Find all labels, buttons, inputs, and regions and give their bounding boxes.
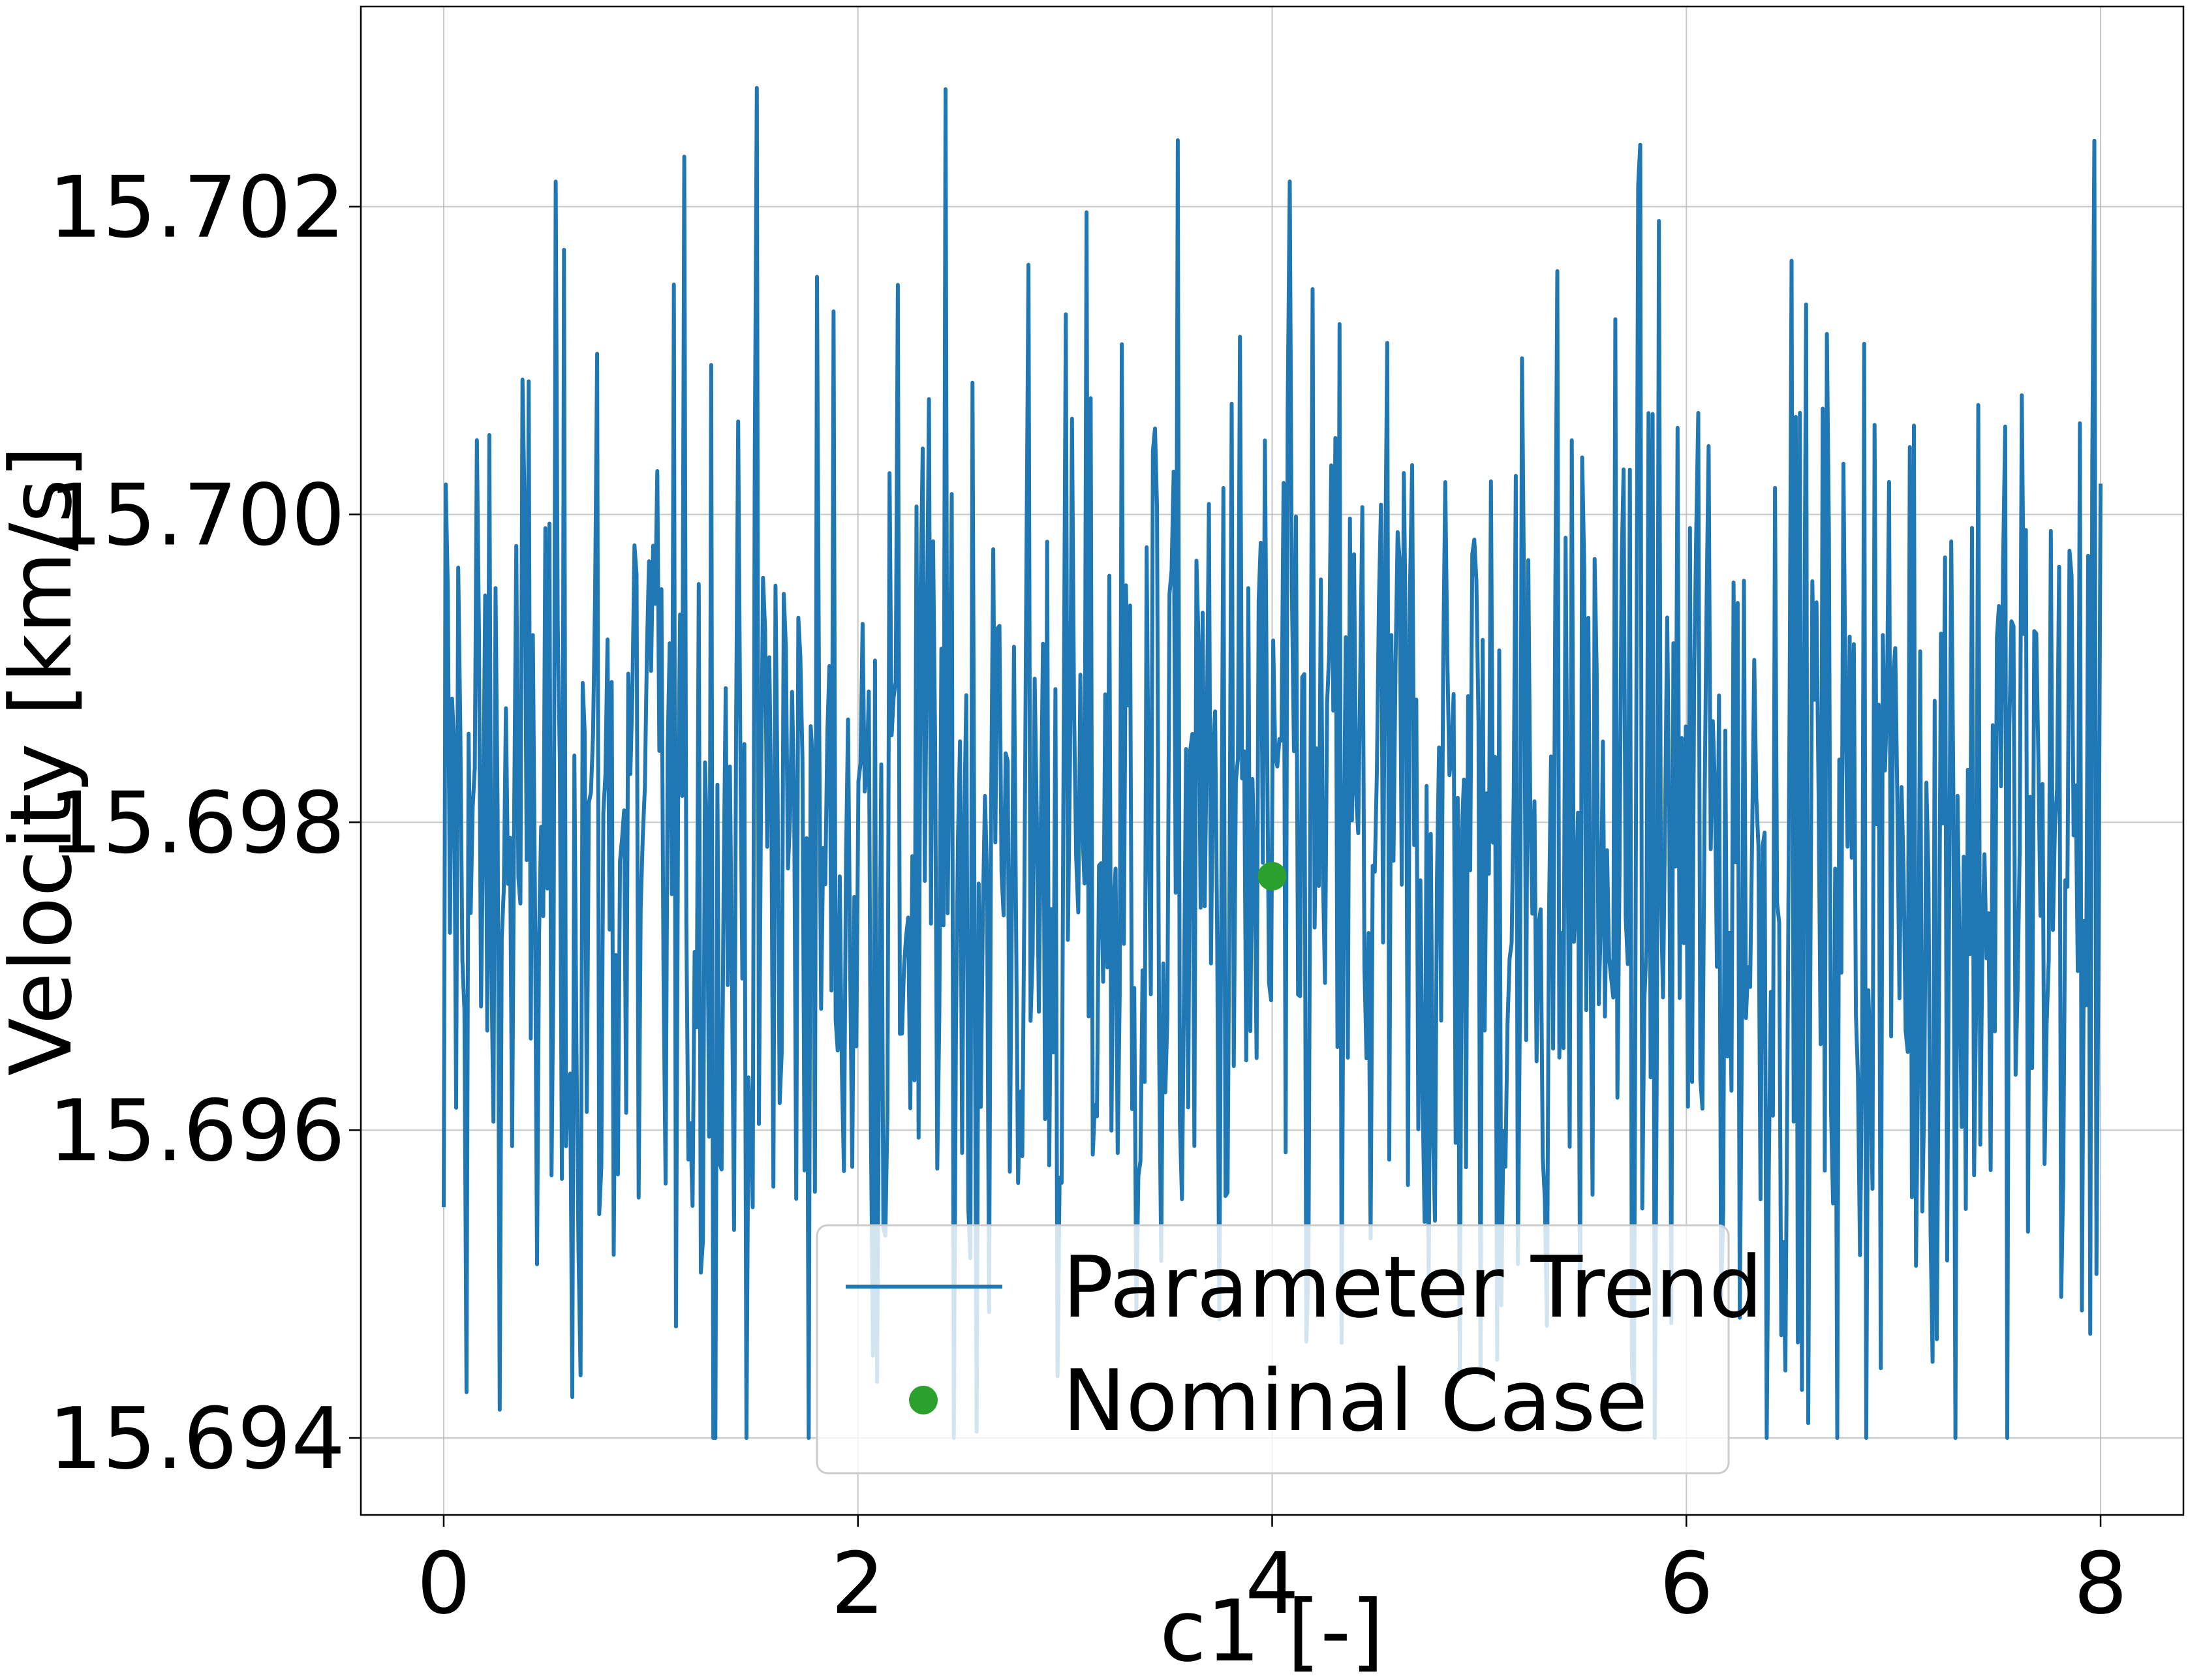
legend-point-swatch xyxy=(909,1386,938,1414)
y-tick-label: 15.700 xyxy=(48,466,345,565)
y-tick-label: 15.696 xyxy=(48,1081,345,1180)
x-axis-label: c1 [-] xyxy=(1160,1581,1384,1680)
legend-label-parameter-trend: Parameter Trend xyxy=(1062,1238,1763,1337)
x-tick-label: 8 xyxy=(2074,1534,2128,1633)
data-series xyxy=(442,85,2103,1440)
x-tick-label: 2 xyxy=(831,1534,885,1633)
y-tick-label: 15.702 xyxy=(48,158,345,257)
x-tick-label: 6 xyxy=(1659,1534,1714,1633)
x-axis-ticks: 0 2 4 6 8 xyxy=(417,1515,2128,1633)
x-tick-label: 4 xyxy=(1245,1534,1299,1633)
x-tick-label: 0 xyxy=(417,1534,471,1633)
nominal-case-point xyxy=(1257,861,1287,891)
legend-label-nominal-case: Nominal Case xyxy=(1062,1351,1648,1450)
legend: Parameter Trend Nominal Case xyxy=(816,1224,1763,1474)
y-tick-label: 15.694 xyxy=(48,1389,345,1488)
legend-box xyxy=(816,1224,1730,1474)
y-axis-ticks: 15.694 15.696 15.698 15.700 15.702 xyxy=(48,158,361,1488)
y-axis-label: Velocity [km/s] xyxy=(0,446,91,1076)
parameter-trend-line xyxy=(442,85,2103,1440)
y-tick-label: 15.698 xyxy=(48,773,345,872)
